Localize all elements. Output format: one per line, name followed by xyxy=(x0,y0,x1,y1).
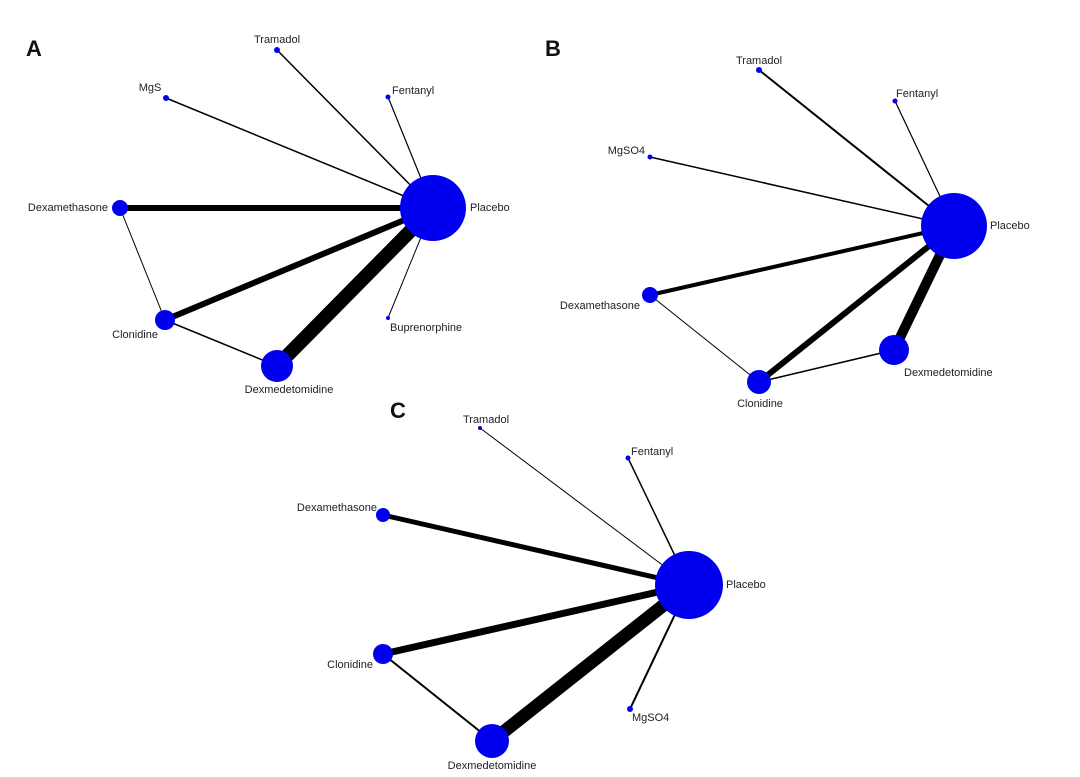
node xyxy=(647,154,653,160)
node-label: Dexamethasone xyxy=(560,300,640,312)
node-label: Fentanyl xyxy=(896,88,938,100)
node-label: Tramadol xyxy=(463,414,509,426)
node-label: MgSO4 xyxy=(632,712,669,724)
edge xyxy=(272,203,438,371)
node xyxy=(385,94,391,100)
node xyxy=(625,455,631,461)
node xyxy=(475,724,509,758)
node-label: Fentanyl xyxy=(392,85,434,97)
node-label: Clonidine xyxy=(737,398,783,410)
node-label: MgS xyxy=(139,82,162,94)
node-label: Dexmedetomidine xyxy=(245,384,334,396)
edge xyxy=(649,224,955,297)
node xyxy=(163,95,169,101)
edge xyxy=(119,207,166,321)
edge xyxy=(165,97,434,209)
node-label: Clonidine xyxy=(112,329,158,341)
edge xyxy=(382,581,690,658)
node xyxy=(756,67,762,73)
node xyxy=(627,706,633,712)
node-label: Buprenorphine xyxy=(390,322,462,334)
node-label: MgSO4 xyxy=(608,145,645,157)
node xyxy=(400,175,466,241)
node xyxy=(747,370,771,394)
node xyxy=(655,551,723,619)
edge xyxy=(757,223,956,385)
node xyxy=(376,508,390,522)
node xyxy=(642,287,658,303)
node-label: Placebo xyxy=(470,202,510,214)
edge xyxy=(649,294,760,383)
panel-a: A Tramadol MgS Fentanyl Dexamethasone Pl… xyxy=(26,34,510,396)
edge xyxy=(382,653,493,742)
panel-b: B Tramadol Fentanyl MgSO4 Placebo Dexame… xyxy=(545,36,1030,410)
edge xyxy=(163,205,435,323)
node-label: Dexmedetomidine xyxy=(904,367,993,379)
node-label: Placebo xyxy=(990,220,1030,232)
edge xyxy=(382,512,690,588)
edge xyxy=(758,69,955,227)
node xyxy=(892,98,898,104)
edge xyxy=(758,349,895,383)
node-label: Clonidine xyxy=(327,659,373,671)
node xyxy=(921,193,987,259)
edge xyxy=(479,427,690,586)
node-label: Fentanyl xyxy=(631,446,673,458)
node-label: Tramadol xyxy=(736,55,782,67)
node-label: Dexamethasone xyxy=(297,502,377,514)
node xyxy=(112,200,128,216)
edge xyxy=(649,156,955,227)
node xyxy=(261,350,293,382)
node xyxy=(155,310,175,330)
panel-label: C xyxy=(390,398,406,423)
edge xyxy=(276,49,434,209)
panel-label: A xyxy=(26,36,42,61)
edge xyxy=(487,579,694,747)
node xyxy=(373,644,393,664)
node xyxy=(386,316,390,320)
edge xyxy=(164,319,278,367)
node xyxy=(274,47,280,53)
panel-label: B xyxy=(545,36,561,61)
node-label: Placebo xyxy=(726,579,766,591)
node xyxy=(879,335,909,365)
node-label: Dexmedetomidine xyxy=(448,760,537,772)
node-label: Tramadol xyxy=(254,34,300,46)
node xyxy=(478,426,482,430)
panel-c: C Tramadol Fentanyl Dexamethasone Placeb… xyxy=(297,398,766,772)
node-label: Dexamethasone xyxy=(28,202,108,214)
